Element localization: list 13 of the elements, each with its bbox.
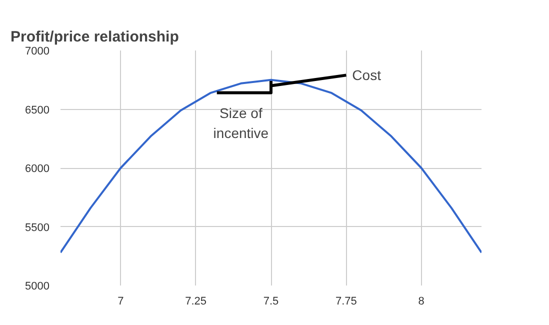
x-tick-label: 8 [418,296,424,308]
y-tick-label: 6500 [25,104,50,116]
x-tick-label: 7 [118,296,124,308]
annotation: Cost [352,67,382,84]
y-tick-label: 5000 [25,280,50,292]
x-tick-label: 7.5 [263,296,279,308]
chart-title: Profit/price relationship [10,28,179,46]
annotation: Size of incentive [213,104,269,141]
y-tick-label: 7000 [25,46,50,58]
x-tick-label: 7.75 [335,296,357,308]
x-tick-label: 7.25 [185,296,207,308]
y-tick-label: 5500 [25,222,50,234]
y-tick-label: 6000 [25,163,50,175]
